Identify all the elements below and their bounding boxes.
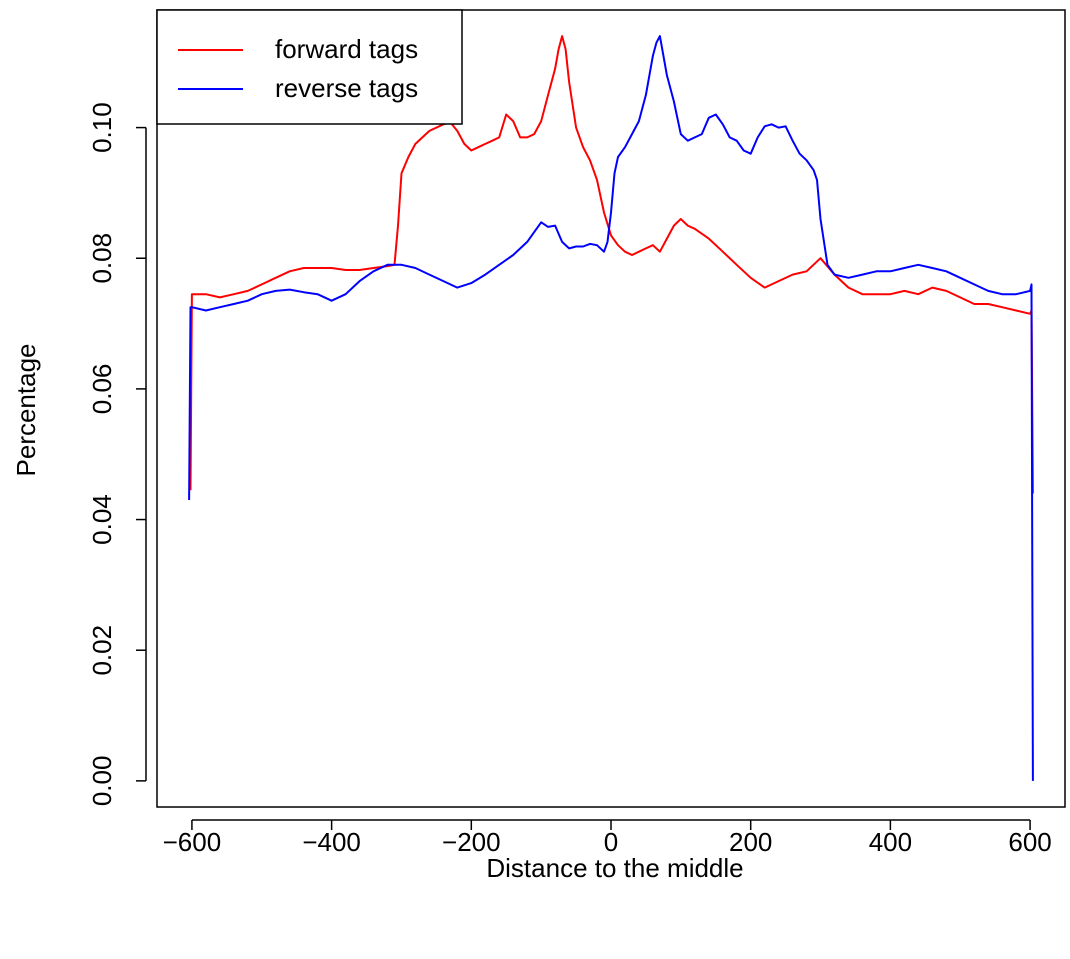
- x-tick-label: 600: [1008, 827, 1051, 857]
- y-tick-label: 0.00: [87, 756, 117, 807]
- series-line-reverse: [188, 35, 1034, 781]
- y-tick-label: 0.02: [87, 625, 117, 676]
- x-tick-label: 200: [729, 827, 772, 857]
- x-axis-title: Distance to the middle: [486, 853, 743, 883]
- y-axis: 0.00 0.02 0.04 0.06 0.08 0.10: [87, 102, 147, 807]
- x-tick-label: −600: [163, 827, 222, 857]
- legend-label-reverse: reverse tags: [275, 73, 418, 103]
- series-layer: [188, 35, 1034, 781]
- y-tick-label: 0.06: [87, 364, 117, 415]
- x-tick-label: 400: [869, 827, 912, 857]
- x-tick-label: −400: [302, 827, 361, 857]
- legend-label-forward: forward tags: [275, 34, 418, 64]
- x-axis: −600 −400 −200 0 200 400 600: [163, 819, 1052, 857]
- y-axis-title: Percentage: [11, 344, 41, 477]
- y-tick-label: 0.08: [87, 233, 117, 284]
- x-tick-label: 0: [604, 827, 618, 857]
- plot-frame: [156, 9, 1066, 808]
- legend-box: [156, 9, 463, 125]
- y-tick-label: 0.04: [87, 494, 117, 545]
- legend: forward tags reverse tags: [156, 9, 463, 125]
- x-tick-label: −200: [442, 827, 501, 857]
- y-tick-label: 0.10: [87, 102, 117, 153]
